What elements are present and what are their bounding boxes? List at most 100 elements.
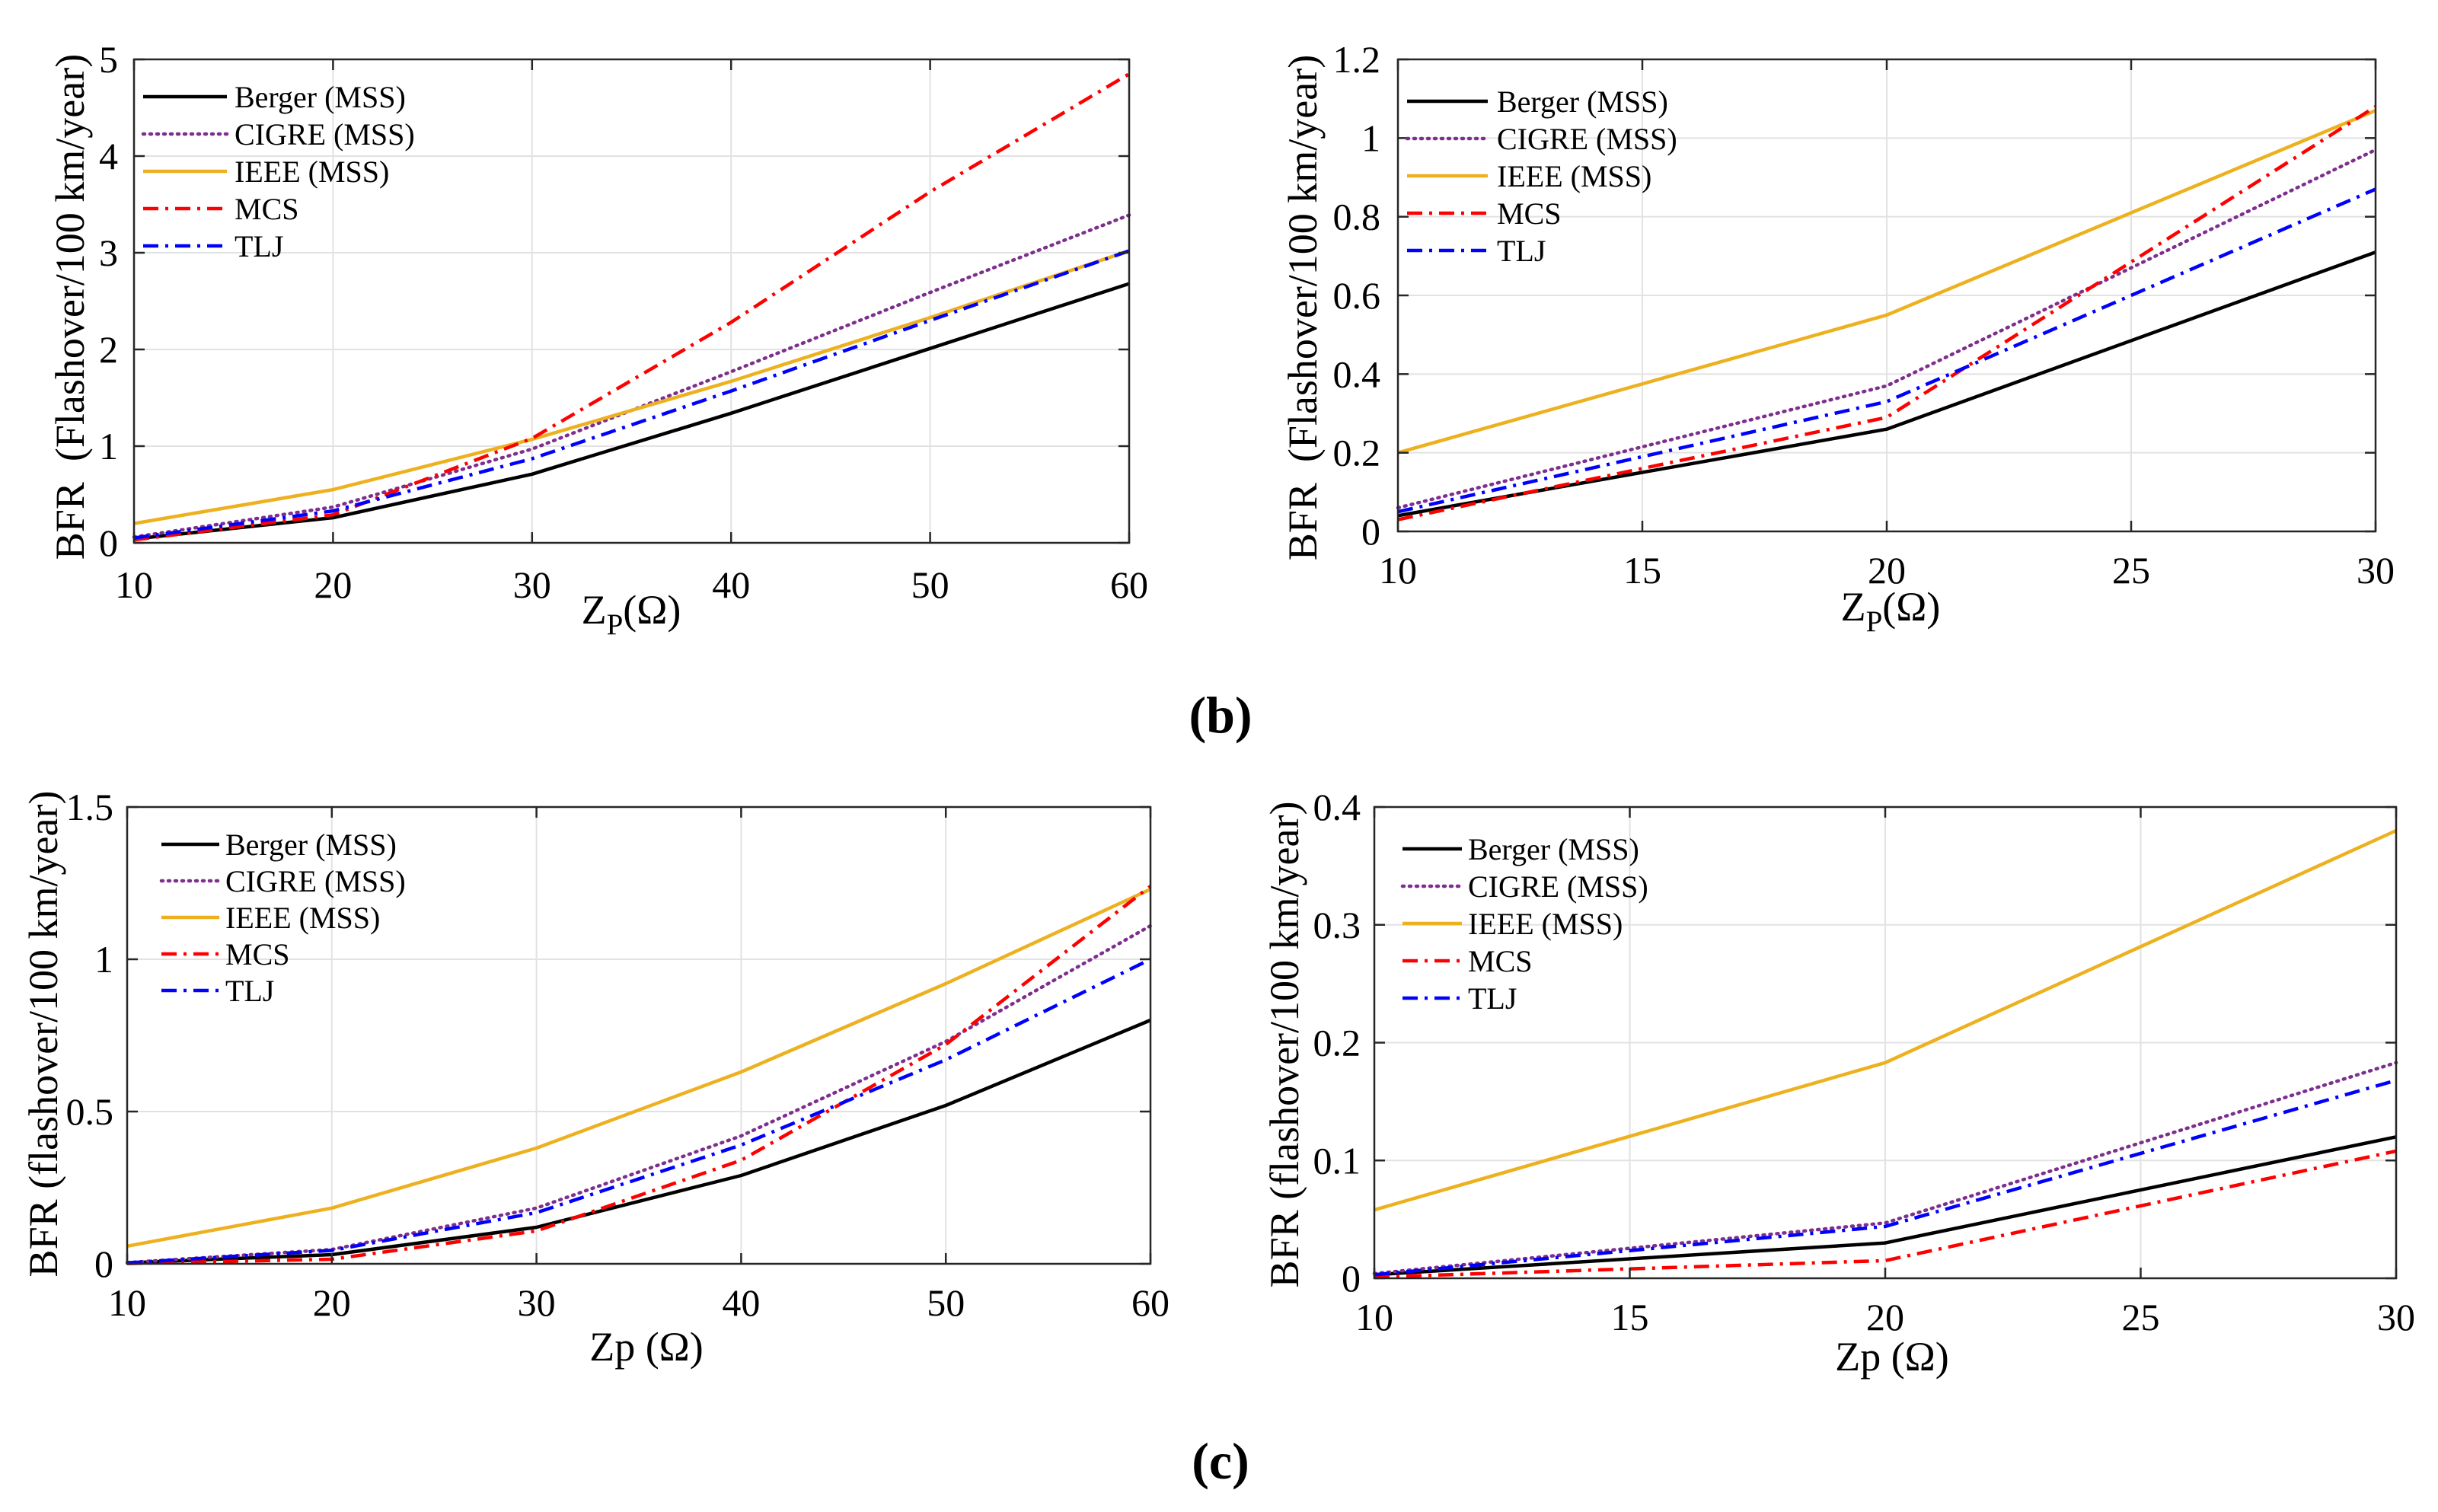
series-line-tlj [1397, 187, 2376, 514]
x-tick-label: 30 [518, 1281, 556, 1324]
series-line-mcs [126, 885, 1152, 1265]
chart-panel-c-right: 10 15 20 25 30 0 0.1 0.2 0.3 0.4 Berger (MSS)CIGRE… [1262, 786, 2415, 1380]
y-tick-label: 2 [99, 328, 118, 371]
legend-item: CIGRE (MSS) [1405, 122, 1677, 156]
x-tick-label: 20 [1866, 1296, 1904, 1338]
series-line-ieee-mss [1397, 109, 2376, 455]
series-line-berger-mss [133, 282, 1130, 541]
series-line-mcs [1397, 105, 2377, 522]
x-axis-label-unit: (Ω) [1882, 584, 1940, 630]
y-tick-label: 1 [99, 425, 118, 467]
x-tick-label: 60 [1131, 1281, 1170, 1324]
y-tick-label: 1 [94, 938, 113, 981]
x-tick-label: 10 [115, 563, 153, 606]
y-tick-label: 1 [1361, 116, 1380, 159]
y-tick-label: 5 [99, 38, 118, 81]
series-line-tlj [133, 249, 1130, 540]
legend-label: Berger (MSS) [1497, 85, 1668, 119]
legend-label: MCS [1468, 944, 1533, 978]
x-axis-label: Zp (Ω) [589, 1324, 704, 1370]
y-tick-label: 0 [1361, 510, 1380, 553]
x-tick-label: 30 [2357, 549, 2395, 592]
legend-label: CIGRE (MSS) [1468, 869, 1648, 904]
legend-label: TLJ [235, 229, 283, 263]
x-axis-label-unit: (Ω) [623, 587, 681, 633]
x-tick-label: 15 [1611, 1296, 1649, 1338]
legend-label: IEEE (MSS) [235, 155, 389, 189]
y-tick-label: 0.6 [1333, 274, 1381, 317]
y-tick-label: 4 [99, 135, 118, 177]
y-axis-label: BFR (flashover/100 km/year) [21, 791, 66, 1278]
x-axis-label-subscript: P [607, 608, 624, 641]
y-tick-label: 0 [94, 1242, 113, 1285]
panel-label-c: (c) [1192, 1432, 1249, 1490]
x-axis-label-main: Z [582, 587, 607, 633]
y-axis-label: BFR (flashover/100 km/year) [1262, 802, 1307, 1288]
y-tick-label: 0 [99, 522, 118, 564]
legend-item: IEEE (MSS) [161, 901, 380, 935]
x-tick-label: 20 [313, 1281, 351, 1324]
legend-item: TLJ [1407, 234, 1546, 268]
series-line-ieee-mss [126, 887, 1151, 1249]
series-line-ieee-mss [1374, 828, 2397, 1212]
series-line-berger-mss [126, 1018, 1151, 1265]
y-axis-label: BFR (Flashover/100 km/year) [1280, 55, 1326, 560]
legend-label: Berger (MSS) [235, 80, 406, 114]
x-tick-label: 10 [1379, 549, 1417, 592]
chart-panel-c-left: 10 20 30 40 50 60 0 0.5 1 1.5 Berger (MSS)CIGRE (M… [21, 786, 1170, 1370]
x-tick-label: 50 [911, 563, 949, 606]
x-tick-label: 20 [314, 563, 352, 606]
x-tick-label: 30 [2377, 1296, 2415, 1338]
y-tick-label: 0.4 [1313, 786, 1361, 828]
legend-label: TLJ [1468, 981, 1517, 1016]
series-line-cigre-mss [1372, 1061, 2398, 1276]
x-tick-label: 15 [1623, 549, 1661, 592]
legend-label: Berger (MSS) [225, 828, 397, 862]
axes-box [126, 805, 1152, 1265]
legend-item: MCS [1407, 196, 1562, 231]
x-axis-label: ZP(Ω) [582, 587, 681, 641]
legend-label: TLJ [1497, 234, 1546, 268]
legend-item: CIGRE (MSS) [141, 117, 415, 152]
legend-label: IEEE (MSS) [225, 901, 380, 935]
legend-label: TLJ [225, 974, 274, 1008]
plot-area [127, 807, 1150, 1264]
x-tick-label: 40 [722, 1281, 760, 1324]
legend-item: Berger (MSS) [143, 80, 406, 114]
x-tick-label: 60 [1110, 563, 1148, 606]
legend-item: MCS [143, 192, 299, 226]
y-tick-label: 1.2 [1333, 38, 1381, 81]
x-tick-label: 25 [2122, 1296, 2160, 1338]
legend-label: Berger (MSS) [1468, 832, 1639, 866]
legend-item: TLJ [161, 974, 274, 1008]
legend-label: CIGRE (MSS) [225, 864, 406, 898]
series-line-berger-mss [1374, 1135, 2397, 1277]
legend-label: CIGRE (MSS) [1497, 122, 1677, 156]
y-tick-label: 0.3 [1313, 904, 1361, 946]
legend-item: IEEE (MSS) [1402, 907, 1623, 941]
legend-label: IEEE (MSS) [1468, 907, 1623, 941]
y-tick-label: 0.2 [1333, 432, 1381, 474]
legend-label: MCS [1497, 196, 1562, 231]
y-axis-label: BFR (Flashover/100 km/year) [47, 54, 93, 560]
y-tick-label: 0.4 [1333, 352, 1381, 395]
legend-item: Berger (MSS) [1402, 832, 1639, 866]
series-line-tlj [1374, 1078, 2397, 1277]
series-line-mcs [1374, 1149, 2397, 1279]
panel-label-b: (b) [1189, 686, 1252, 744]
x-axis-label: ZP(Ω) [1841, 584, 1941, 638]
legend-item: MCS [1402, 944, 1533, 978]
legend-item: IEEE (MSS) [143, 155, 389, 189]
series-line-tlj [126, 957, 1151, 1265]
y-tick-label: 0.1 [1313, 1139, 1361, 1182]
legend-label: MCS [225, 937, 290, 971]
legend-item: Berger (MSS) [161, 828, 397, 862]
legend-item: CIGRE (MSS) [1400, 869, 1648, 904]
y-tick-label: 0.8 [1333, 196, 1381, 238]
legend-item: TLJ [1402, 981, 1517, 1016]
legend-item: IEEE (MSS) [1407, 159, 1651, 193]
x-tick-label: 10 [1355, 1296, 1393, 1338]
x-tick-label: 20 [1868, 549, 1906, 592]
